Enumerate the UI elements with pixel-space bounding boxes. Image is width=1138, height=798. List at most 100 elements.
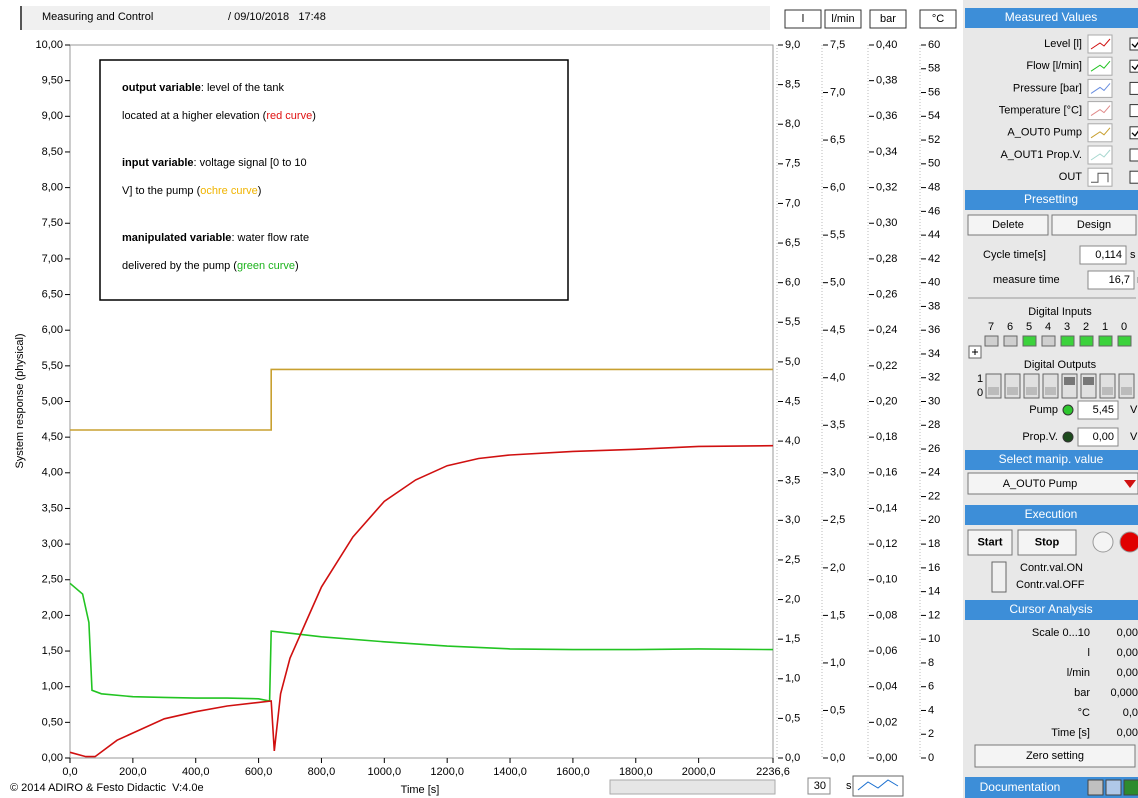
axis-tick-label: 16	[928, 562, 940, 574]
channel-label: A_OUT0 Pump	[1007, 127, 1082, 139]
axis-tick-label: 7,5	[785, 158, 800, 170]
cursor-value: 0,00	[1117, 627, 1138, 639]
x-tick-label: 1000,0	[367, 766, 401, 778]
section-header	[965, 190, 1138, 210]
unit-button[interactable]	[869, 9, 907, 29]
axis-tick-label: 8,5	[785, 79, 800, 91]
channel-checkbox[interactable]	[1129, 148, 1138, 162]
channel-icon-curve	[1090, 38, 1111, 50]
value-text: 5,45	[1093, 404, 1114, 416]
button[interactable]	[974, 744, 1136, 768]
axis-tick-label: 2,5	[830, 514, 845, 526]
scrollbar[interactable]	[609, 779, 776, 795]
axis-tick-label: 0,20	[876, 395, 897, 407]
input-led	[1117, 335, 1132, 347]
cursor-label: °C	[1078, 707, 1090, 719]
value-field[interactable]	[1087, 270, 1135, 290]
value-field[interactable]	[1079, 245, 1127, 265]
button[interactable]	[967, 214, 1049, 236]
button-label: Delete	[992, 219, 1024, 231]
value-field[interactable]	[1077, 400, 1119, 420]
annotation-line: located at a higher elevation (red curve…	[122, 110, 316, 122]
channel-checkbox[interactable]	[1129, 126, 1138, 140]
setting-unit: s	[1130, 249, 1136, 261]
bit-number: 4	[1045, 321, 1051, 333]
cursor-label: l	[1088, 647, 1090, 659]
button[interactable]	[1017, 529, 1077, 556]
value-text: 16,7	[1109, 274, 1130, 286]
axis-tick-label: 2	[928, 728, 934, 740]
analog-label: Prop.V.	[1022, 431, 1058, 443]
annotation-text: delivered by the pump (	[122, 260, 237, 272]
axis-tick-label: 0,32	[876, 182, 897, 194]
axis-tick-label: 0,34	[876, 146, 897, 158]
title-mark	[20, 6, 22, 30]
doc-icon[interactable]	[1123, 779, 1138, 796]
axis-tick-label: 58	[928, 63, 940, 75]
cursor-value: 0,000	[1110, 687, 1138, 699]
level-label: 1	[977, 373, 983, 385]
x-tick-label: 1200,0	[430, 766, 464, 778]
setting-label: measure time	[993, 274, 1060, 286]
axis-tick-label: 0,24	[876, 324, 897, 336]
analog-label: Pump	[1029, 404, 1058, 416]
zoom-icon[interactable]	[852, 775, 904, 797]
unit-button[interactable]	[784, 9, 822, 29]
axis-tick-label: 0,5	[830, 704, 845, 716]
doc-icon[interactable]	[1087, 779, 1104, 796]
app-title: Measuring and Control	[42, 11, 153, 23]
button[interactable]	[967, 529, 1013, 556]
dropdown[interactable]	[967, 472, 1138, 495]
channel-checkbox[interactable]	[1129, 104, 1138, 118]
axis-tick-label: 1,0	[830, 657, 845, 669]
channel-icon-curve	[1090, 105, 1111, 117]
channel-checkbox[interactable]	[1129, 170, 1138, 184]
cursor-label: bar	[1074, 687, 1090, 699]
y-tick-label: 3,00	[42, 538, 63, 550]
doc-icon[interactable]	[1105, 779, 1122, 796]
annotation-text: output variable	[122, 82, 201, 94]
unit-button[interactable]	[919, 9, 957, 29]
axis-tick-label: 0,5	[785, 712, 800, 724]
button[interactable]	[1051, 214, 1137, 236]
window-input[interactable]	[807, 777, 831, 795]
axis-tick-label: 18	[928, 538, 940, 550]
title-bar	[20, 6, 770, 30]
axis-tick-label: 14	[928, 586, 940, 598]
datetime: / 09/10/2018 17:48	[228, 11, 326, 23]
section-header	[965, 450, 1138, 470]
switch-knob	[1026, 387, 1037, 395]
axis-tick-label: 52	[928, 134, 940, 146]
annotation-text: )	[258, 185, 262, 197]
channel-checkbox[interactable]	[1129, 81, 1138, 95]
y-tick-label: 1,00	[42, 681, 63, 693]
axis-tick-label: 42	[928, 253, 940, 265]
unit-button[interactable]	[824, 9, 862, 29]
axis-tick-label: 0,36	[876, 110, 897, 122]
plus-icon	[972, 349, 978, 355]
input-led	[1079, 335, 1094, 347]
input-led	[1003, 335, 1018, 347]
cursor-value: 0,00	[1117, 647, 1138, 659]
axis-tick-label: 0,10	[876, 574, 897, 586]
axis-tick-label: 3,5	[830, 419, 845, 431]
channel-icon	[1087, 123, 1113, 143]
control-switch[interactable]	[991, 561, 1007, 593]
section-header	[965, 505, 1138, 525]
button-label: Zero setting	[1026, 750, 1084, 762]
dropdown-arrow	[1124, 480, 1136, 488]
annotation-line: output variable: level of the tank	[122, 82, 285, 94]
bit-number: 6	[1007, 321, 1013, 333]
value-field[interactable]	[1077, 427, 1119, 447]
y-tick-label: 5,50	[42, 360, 63, 372]
y-tick-label: 2,50	[42, 574, 63, 586]
annotation-text: manipulated variable	[122, 232, 231, 244]
axis-tick-label: 0,14	[876, 502, 897, 514]
channel-label: Flow [l/min]	[1026, 60, 1082, 72]
channel-checkbox[interactable]	[1129, 59, 1138, 73]
y-tick-label: 7,50	[42, 217, 63, 229]
axis-tick-label: 0,26	[876, 288, 897, 300]
channel-checkbox[interactable]	[1129, 37, 1138, 51]
axis-tick-label: 0,06	[876, 645, 897, 657]
axis-tick-label: 0,0	[830, 752, 845, 764]
